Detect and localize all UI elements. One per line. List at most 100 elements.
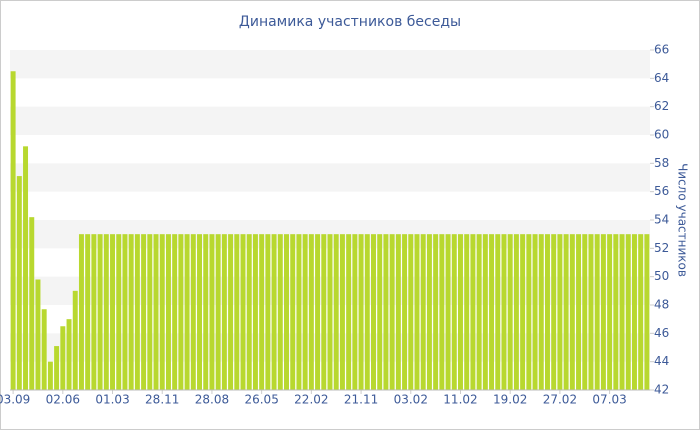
bar	[644, 234, 650, 390]
bar	[495, 234, 501, 390]
bar	[35, 279, 41, 390]
bar	[234, 234, 240, 390]
bar	[426, 234, 432, 390]
bar	[520, 234, 526, 390]
bar	[526, 234, 532, 390]
bar	[308, 234, 314, 390]
bar	[259, 234, 265, 390]
x-tick-label: 19.02	[493, 393, 527, 407]
bar	[41, 309, 47, 390]
grid-band	[10, 106, 650, 135]
bar	[302, 234, 308, 390]
bar	[389, 234, 395, 390]
bar	[470, 234, 476, 390]
bar	[147, 234, 153, 390]
grid-band	[10, 163, 650, 192]
y-tick-label: 64	[654, 71, 669, 85]
bar	[358, 234, 364, 390]
x-tick-label: 27.02	[543, 393, 577, 407]
bar	[631, 234, 637, 390]
bar	[569, 234, 575, 390]
bar	[408, 234, 414, 390]
y-tick-label: 42	[654, 383, 669, 397]
bar	[532, 234, 538, 390]
y-tick-label: 50	[654, 269, 669, 283]
bar	[134, 234, 140, 390]
bar	[290, 234, 296, 390]
bar	[72, 290, 78, 390]
y-tick-label: 52	[654, 241, 669, 255]
bar	[203, 234, 209, 390]
bar	[619, 234, 625, 390]
bar	[265, 234, 271, 390]
bar	[284, 234, 289, 390]
bar	[414, 234, 420, 390]
bar	[352, 234, 358, 390]
bar	[371, 234, 376, 390]
x-tick-label: 03.09	[0, 393, 30, 407]
bar	[377, 234, 383, 390]
bar	[122, 234, 128, 390]
bar	[197, 234, 202, 390]
y-axis-label: Число участников	[676, 163, 690, 277]
bar	[60, 326, 66, 390]
bar	[110, 234, 116, 390]
bar	[333, 234, 339, 390]
bar	[315, 234, 321, 390]
y-tick-label: 60	[654, 128, 669, 142]
bar	[54, 346, 60, 390]
y-tick-label: 44	[654, 354, 669, 368]
y-tick-label: 54	[654, 213, 669, 227]
bar	[221, 234, 227, 390]
bar	[78, 234, 84, 390]
bar	[476, 234, 482, 390]
bar	[296, 234, 302, 390]
bar	[178, 234, 184, 390]
bar	[464, 234, 470, 390]
bar	[228, 234, 234, 390]
bar	[600, 234, 606, 390]
bar	[625, 234, 631, 390]
bar	[482, 234, 488, 390]
bar	[97, 234, 103, 390]
bar	[513, 234, 519, 390]
bar	[594, 234, 600, 390]
bar	[582, 234, 588, 390]
bar	[433, 234, 439, 390]
bar	[153, 234, 159, 390]
bar	[23, 146, 29, 390]
x-tick-label: 22.02	[294, 393, 328, 407]
bar	[327, 234, 333, 390]
x-tick-label: 26.05	[244, 393, 278, 407]
bar	[16, 176, 22, 390]
bar	[29, 217, 35, 390]
bar	[538, 234, 544, 390]
y-tick-label: 48	[654, 298, 669, 312]
bar	[638, 234, 644, 390]
bar	[439, 234, 445, 390]
bar	[66, 319, 72, 390]
x-tick-label: 28.08	[195, 393, 229, 407]
bar	[10, 71, 16, 390]
bar	[364, 234, 370, 390]
bar	[190, 234, 196, 390]
bar	[271, 234, 277, 390]
bar	[47, 361, 53, 390]
bar	[184, 234, 190, 390]
bar	[613, 234, 619, 390]
y-tick-label: 46	[654, 326, 669, 340]
bar	[246, 234, 252, 390]
bar	[116, 234, 122, 390]
chart-title: Динамика участников беседы	[239, 14, 461, 30]
bar	[165, 234, 171, 390]
x-tick-label: 01.03	[95, 393, 129, 407]
bar	[103, 234, 109, 390]
y-tick-label: 66	[654, 43, 669, 57]
bar	[91, 234, 97, 390]
bar	[172, 234, 178, 390]
bar	[551, 234, 557, 390]
bar	[489, 234, 495, 390]
bar	[252, 234, 258, 390]
bar	[445, 234, 451, 390]
grid-band	[10, 50, 650, 79]
